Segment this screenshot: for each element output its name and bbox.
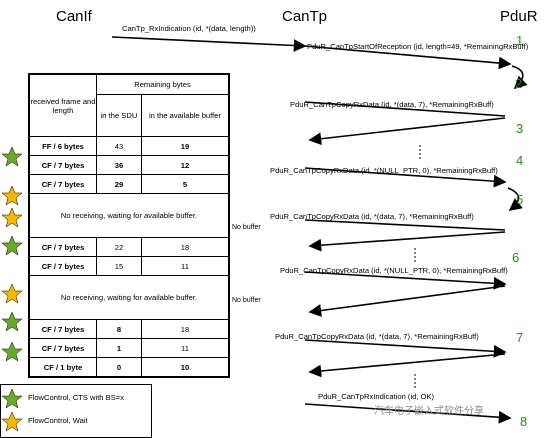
- table-cell-buffer: 12: [140, 155, 230, 175]
- arrow-return-5: [507, 187, 523, 211]
- legend-wait-label: FlowControl, Wait: [28, 416, 88, 425]
- table-cell-frame: FF / 6 bytes: [29, 136, 97, 156]
- table-cell-sdu: 22: [96, 237, 142, 257]
- header-canif: CanIf: [56, 8, 92, 25]
- step-number-6: 6: [512, 250, 520, 265]
- table-cell-sdu: 8: [96, 319, 142, 339]
- msg-copyrxdata-4: PduR_CanTpCopyRxData (id, *(NULL_PTR, 0)…: [280, 266, 508, 275]
- arrow-startofreception: [304, 45, 512, 70]
- step-number-4: 4: [516, 153, 524, 168]
- arrow-copy-3: [308, 117, 506, 146]
- table-cell-buffer: 18: [140, 319, 230, 339]
- legend-green-star-icon: [1, 388, 23, 409]
- table-cell-sdu: 0: [96, 357, 142, 377]
- arrow-8: [304, 403, 512, 424]
- step-number-7: 7: [516, 330, 524, 345]
- star-icon-cts-3: [1, 311, 23, 362]
- table-cell-buffer: 19: [140, 136, 230, 156]
- no-buffer-label-1: No buffer: [232, 224, 261, 231]
- remaining-bytes-table: received frame and length Remaining byte…: [28, 73, 230, 378]
- arrow-4: [304, 167, 507, 188]
- table-cell-frame: CF / 7 bytes: [29, 174, 97, 194]
- table-cell-frame: CF / 7 bytes: [29, 256, 97, 276]
- step-number-1: 1: [516, 33, 524, 48]
- no-buffer-label-2: No buffer: [232, 297, 261, 304]
- msg-rxindication-pdur: PduR_CanTpRxIndication (id, OK): [318, 392, 435, 401]
- legend-cts-label: FlowControl, CTS with BS=x: [28, 393, 125, 402]
- table-cell-sdu: 15: [96, 256, 142, 276]
- header-remaining-bytes: Remaining bytes: [96, 74, 229, 95]
- header-pdur: PduR: [500, 8, 538, 25]
- legend-orange-star-icon: [1, 411, 23, 432]
- table-cell-buffer: 10: [140, 357, 230, 377]
- msg-rxindication: CanTp_RxIndication (id, *(data, length)): [122, 24, 256, 33]
- table-cell-buffer: 18: [140, 237, 230, 257]
- step-number-5: 5: [516, 192, 524, 207]
- arrow-rxindication: [111, 36, 307, 52]
- header-in-buffer: in the available buffer: [140, 94, 230, 137]
- table-cell-sdu: 1: [96, 338, 142, 358]
- step-number-3: 3: [516, 121, 524, 136]
- header-received-frame: received frame and length: [29, 74, 97, 137]
- arrow-6: [304, 271, 507, 290]
- star-icon-wait-2: [1, 283, 23, 304]
- step-number-2: 2: [515, 76, 523, 91]
- step-number-8: 8: [520, 414, 528, 429]
- watermark: 汽车电子嵌入式软件分享: [374, 406, 484, 417]
- table-cell-frame: CF / 7 bytes: [29, 155, 97, 175]
- table-cell-waiting: No receiving, waiting for available buff…: [29, 193, 229, 238]
- arrow-return-2: [511, 65, 528, 90]
- msg-copyrxdata-1: PduR_CanTpCopyRxData (id, *(data, 7), *R…: [290, 100, 494, 109]
- table-cell-sdu: 29: [96, 174, 142, 194]
- star-icon-cts: [1, 146, 23, 167]
- table-cell-buffer: 11: [140, 338, 230, 358]
- msg-copyrxdata-3: PduR_CanTpCopyRxData (id, *(data, 7), *R…: [270, 212, 474, 221]
- table-cell-frame: CF / 7 bytes: [29, 237, 97, 257]
- header-cantp: CanTp: [282, 8, 328, 25]
- star-icon-wait: [1, 185, 23, 228]
- msg-copyrxdata-5: PduR_CanTpCopyRxData (id, *(data, 7), *R…: [275, 332, 479, 341]
- table-cell-sdu: 43: [96, 136, 142, 156]
- table-cell-frame: CF / 7 bytes: [29, 319, 97, 339]
- table-cell-waiting: No receiving, waiting for available buff…: [29, 275, 229, 320]
- header-in-sdu: in the SDU: [96, 94, 142, 137]
- table-cell-sdu: 36: [96, 155, 142, 175]
- table-cell-buffer: 11: [140, 256, 230, 276]
- table-cell-buffer: 5: [140, 174, 230, 194]
- msg-startofreception: PduR_CanTpStartOfReception (id, length=4…: [307, 42, 529, 51]
- msg-copyrxdata-2: PduR_CanTpCopyRxData (id, *(NULL_PTR, 0)…: [270, 166, 498, 175]
- table-cell-frame: CF / 1 byte: [29, 357, 97, 377]
- table-cell-frame: CF / 7 bytes: [29, 338, 97, 358]
- arrow-7: [304, 339, 507, 358]
- star-icon-cts-2: [1, 235, 23, 256]
